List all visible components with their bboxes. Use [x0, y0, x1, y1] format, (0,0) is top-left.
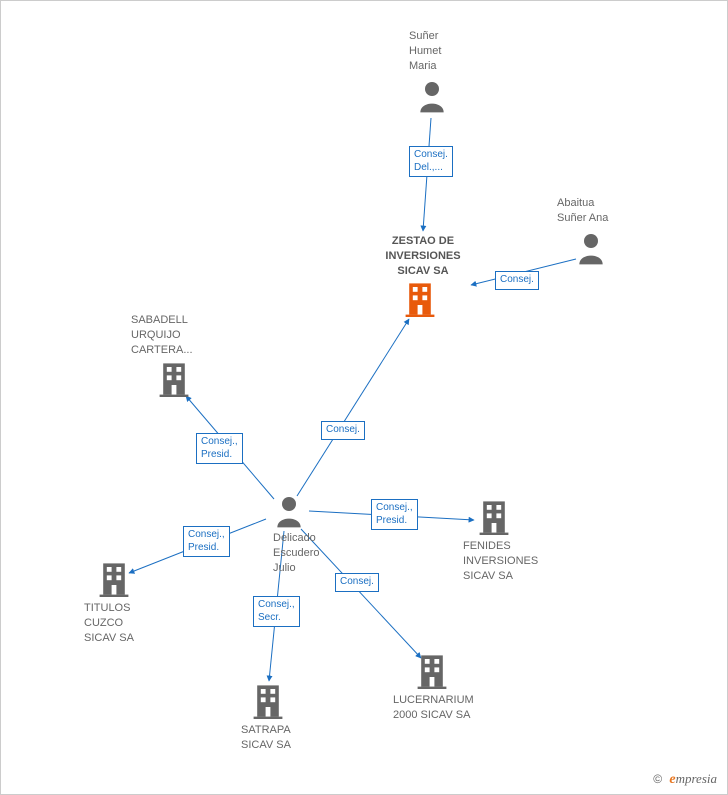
- edge-label-delicado-zestao: Consej.: [321, 421, 365, 440]
- edge-label-delicado-satrapa: Consej., Secr.: [253, 596, 300, 627]
- building-icon: [159, 361, 189, 402]
- node-label-delicado: Delicado Escudero Julio: [273, 531, 319, 576]
- person-icon: [275, 494, 303, 533]
- person-icon: [418, 79, 446, 118]
- brand-logo-text: mpresia: [676, 771, 717, 786]
- node-label-abaitua: Abaitua Suñer Ana: [557, 196, 608, 226]
- diagram-canvas: Consej. Del.,... Consej. Consej. Consej.…: [0, 0, 728, 795]
- node-label-lucernarium: LUCERNARIUM 2000 SICAV SA: [393, 693, 474, 723]
- building-icon: [405, 281, 435, 322]
- node-label-sabadell: SABADELL URQUIJO CARTERA...: [131, 313, 193, 358]
- footer: © empresia: [653, 771, 717, 788]
- edge-label-delicado-lucernarium: Consej.: [335, 573, 379, 592]
- edge-label-delicado-sabadell: Consej., Presid.: [196, 433, 243, 464]
- building-icon: [479, 499, 509, 540]
- person-icon: [577, 231, 605, 270]
- building-icon: [99, 561, 129, 602]
- node-label-zestao: ZESTAO DE INVERSIONES SICAV SA: [378, 234, 468, 279]
- edge-label-suner-zestao: Consej. Del.,...: [409, 146, 453, 177]
- copyright-symbol: ©: [653, 772, 662, 786]
- edge-label-abaitua-zestao: Consej.: [495, 271, 539, 290]
- edge-label-delicado-titulos: Consej., Presid.: [183, 526, 230, 557]
- building-icon: [417, 653, 447, 694]
- node-label-fenides: FENIDES INVERSIONES SICAV SA: [463, 539, 538, 584]
- node-label-suner: Suñer Humet Maria: [409, 29, 441, 74]
- edges-layer: [1, 1, 728, 795]
- building-icon: [253, 683, 283, 724]
- node-label-titulos: TITULOS CUZCO SICAV SA: [84, 601, 134, 646]
- node-label-satrapa: SATRAPA SICAV SA: [241, 723, 291, 753]
- edge-label-delicado-fenides: Consej., Presid.: [371, 499, 418, 530]
